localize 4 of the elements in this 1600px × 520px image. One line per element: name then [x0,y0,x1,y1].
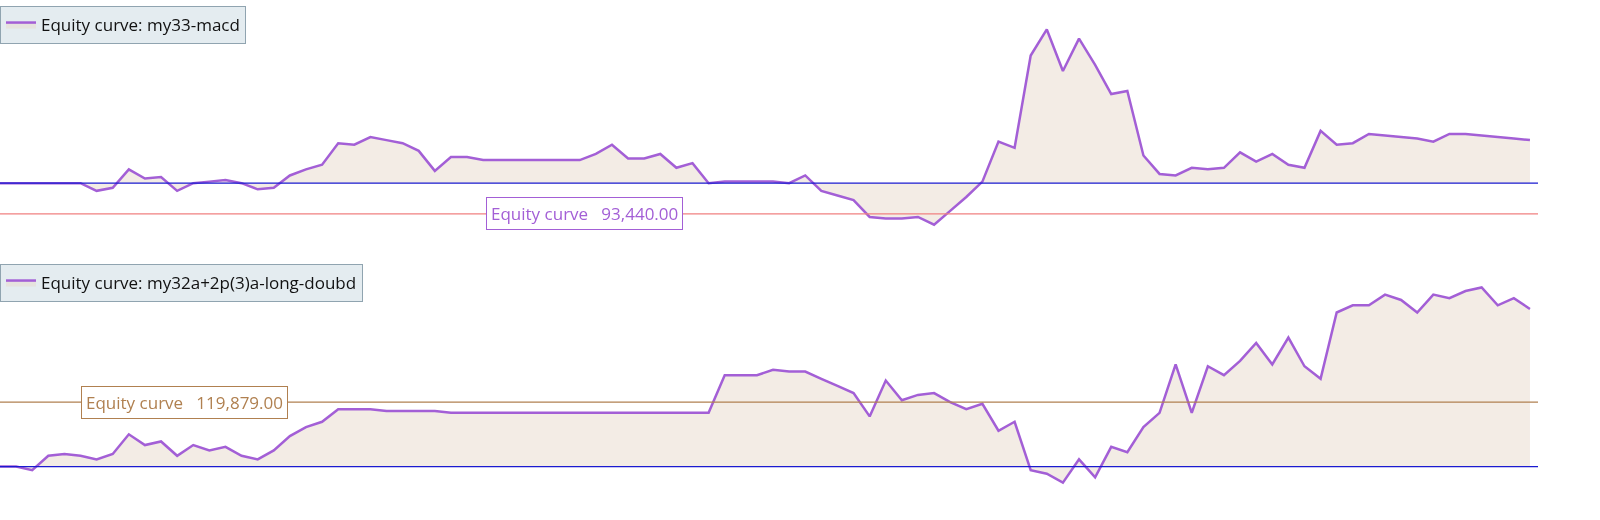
ref-line-label: Equity curve 93,440.00 [491,202,679,225]
ref-line-label: Equity curve 119,879.00 [86,391,283,414]
legend-label: Equity curve: my33-macd [41,13,240,37]
legend-label: Equity curve: my32a+2p(3)a-long-doubd [41,271,357,295]
